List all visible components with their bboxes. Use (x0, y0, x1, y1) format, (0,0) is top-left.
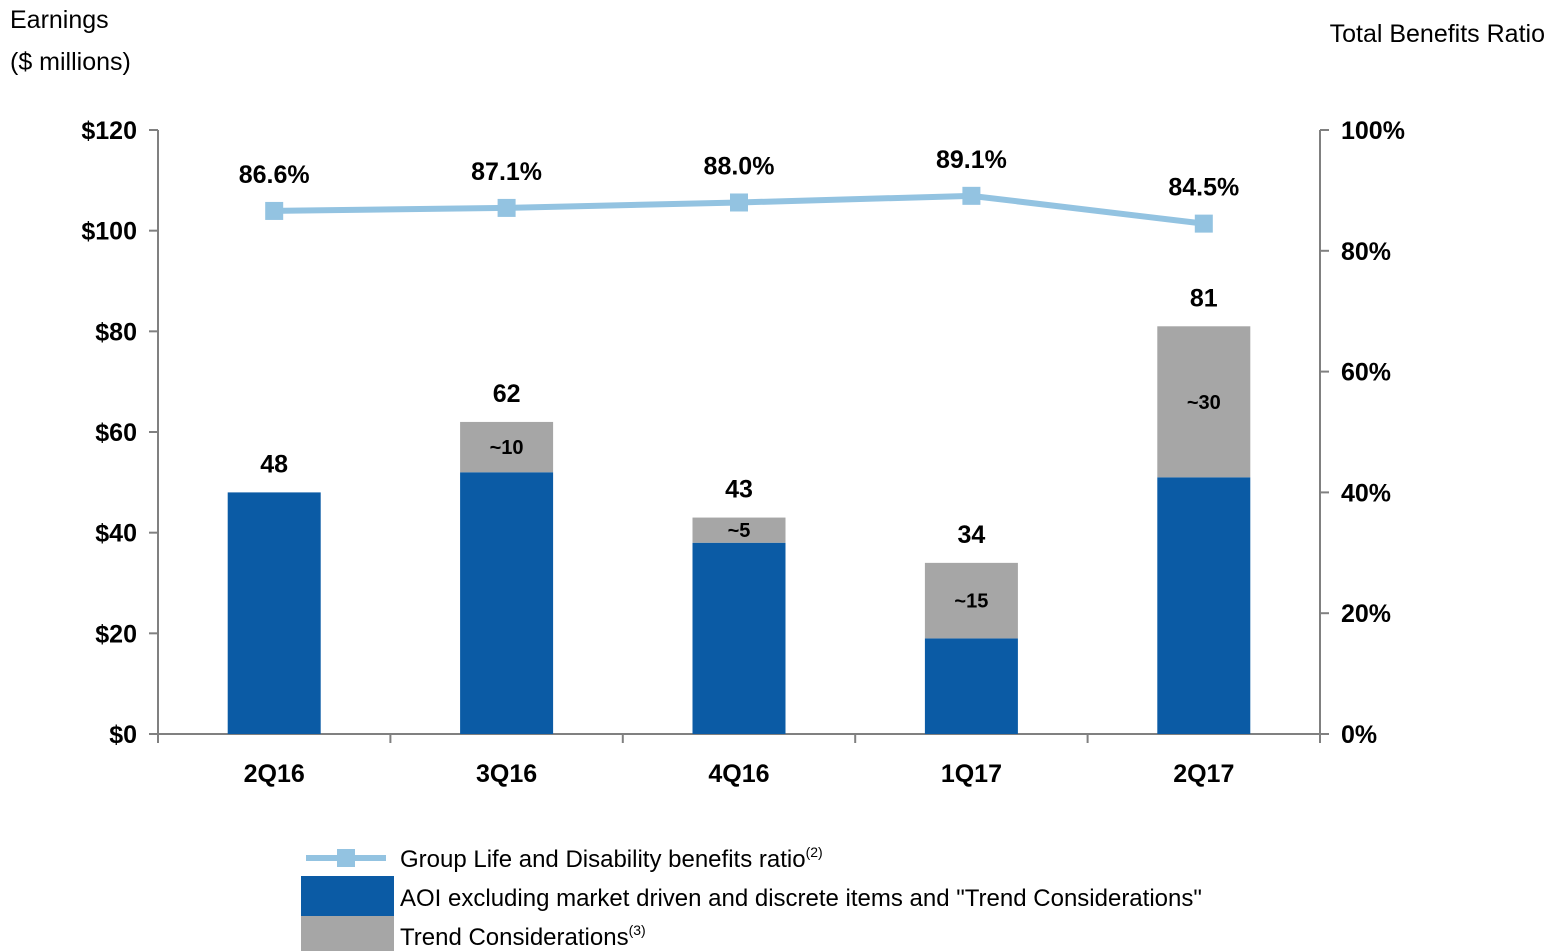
left-axis-tick-label: $100 (81, 218, 137, 246)
legend-aoi-swatch (301, 876, 394, 916)
x-axis-category-label: 3Q16 (476, 760, 537, 788)
legend-trend-label: Trend Considerations(3) (400, 922, 646, 951)
legend-ratio-text: Group Life and Disability benefits ratio (400, 846, 806, 873)
ratio-line-marker (497, 198, 516, 217)
bar-trend-data-label: ~10 (490, 437, 524, 459)
left-axis-tick-label: $0 (109, 721, 137, 749)
ratio-line-marker (1194, 214, 1213, 233)
bar-aoi (924, 638, 1018, 734)
legend-item-aoi: AOI excluding market driven and discrete… (301, 876, 1202, 916)
bar-total-data-label: 81 (1190, 284, 1218, 312)
left-axis-tick-label: $80 (95, 318, 137, 346)
ratio-line-marker (962, 186, 981, 205)
left-axis-title-line1: Earnings (10, 6, 109, 34)
bar-aoi (692, 542, 786, 734)
bar-trend-considerations (692, 517, 786, 543)
right-axis-tick-label: 20% (1341, 600, 1391, 628)
ratio-data-label: 89.1% (936, 146, 1007, 174)
ratio-line-series: 86.6% 87.1% 88.0% 89.1% 84.5% (239, 146, 1239, 233)
ratio-data-label: 86.6% (239, 161, 310, 189)
legend-trend-text: Trend Considerations (400, 924, 629, 951)
bar-trend-data-label: ~15 (954, 591, 988, 613)
legend-ratio-marker-swatch (337, 849, 355, 867)
legend-trend-sup: (3) (629, 922, 646, 938)
right-axis-tick-label: 0% (1341, 721, 1377, 749)
ratio-data-label: 87.1% (471, 158, 542, 186)
bar-trend-considerations (460, 421, 554, 473)
bar-trend-considerations (924, 562, 1018, 639)
bar-aoi (1157, 477, 1251, 734)
left-axis-tick-label: $20 (95, 620, 137, 648)
bar-trend-data-label: ~5 (728, 520, 751, 542)
left-axis-tick-label: $120 (81, 117, 137, 145)
x-axis-category-label: 2Q16 (244, 760, 305, 788)
bar-series: 48 ~10 62 ~5 43 ~15 34 ~30 81 (227, 284, 1251, 734)
right-axis-tick-label: 100% (1341, 117, 1405, 145)
legend: Group Life and Disability benefits ratio… (301, 844, 1202, 951)
legend-ratio-label: Group Life and Disability benefits ratio… (400, 844, 823, 873)
left-axis-title-line2: ($ millions) (10, 48, 131, 76)
bar-total-data-label: 48 (260, 450, 288, 478)
right-axis-tick-label: 60% (1341, 359, 1391, 387)
ratio-data-label: 88.0% (704, 152, 775, 180)
right-axis-tick-label: 80% (1341, 238, 1391, 266)
x-axis-category-label: 1Q17 (941, 760, 1002, 788)
right-axis-tick-label: 40% (1341, 479, 1391, 507)
right-axis: 0% 20% 40% 60% 80% 100% (1319, 117, 1405, 749)
ratio-line-marker (265, 201, 284, 220)
bar-total-data-label: 43 (725, 476, 753, 504)
x-axis: 2Q16 3Q16 4Q16 1Q17 2Q17 (157, 733, 1321, 788)
left-axis: $0 $20 $40 $60 $80 $100 $120 (81, 117, 159, 749)
legend-item-trend: Trend Considerations(3) (301, 916, 646, 951)
x-axis-category-label: 2Q17 (1173, 760, 1234, 788)
bar-aoi (227, 492, 321, 734)
ratio-data-label: 84.5% (1168, 174, 1239, 202)
bar-trend-considerations (1157, 326, 1251, 478)
legend-aoi-label: AOI excluding market driven and discrete… (400, 885, 1202, 912)
legend-ratio-sup: (2) (806, 844, 823, 860)
left-axis-tick-label: $40 (95, 520, 137, 548)
bar-trend-data-label: ~30 (1187, 392, 1221, 414)
ratio-line-marker (730, 193, 748, 212)
legend-item-ratio: Group Life and Disability benefits ratio… (306, 844, 823, 873)
left-axis-tick-label: $60 (95, 419, 137, 447)
bar-aoi (460, 472, 554, 734)
right-axis-title: Total Benefits Ratio (1330, 20, 1545, 48)
bar-total-data-label: 34 (957, 521, 985, 549)
x-axis-category-label: 4Q16 (708, 760, 769, 788)
legend-trend-swatch (301, 916, 394, 951)
bar-total-data-label: 62 (493, 380, 521, 408)
